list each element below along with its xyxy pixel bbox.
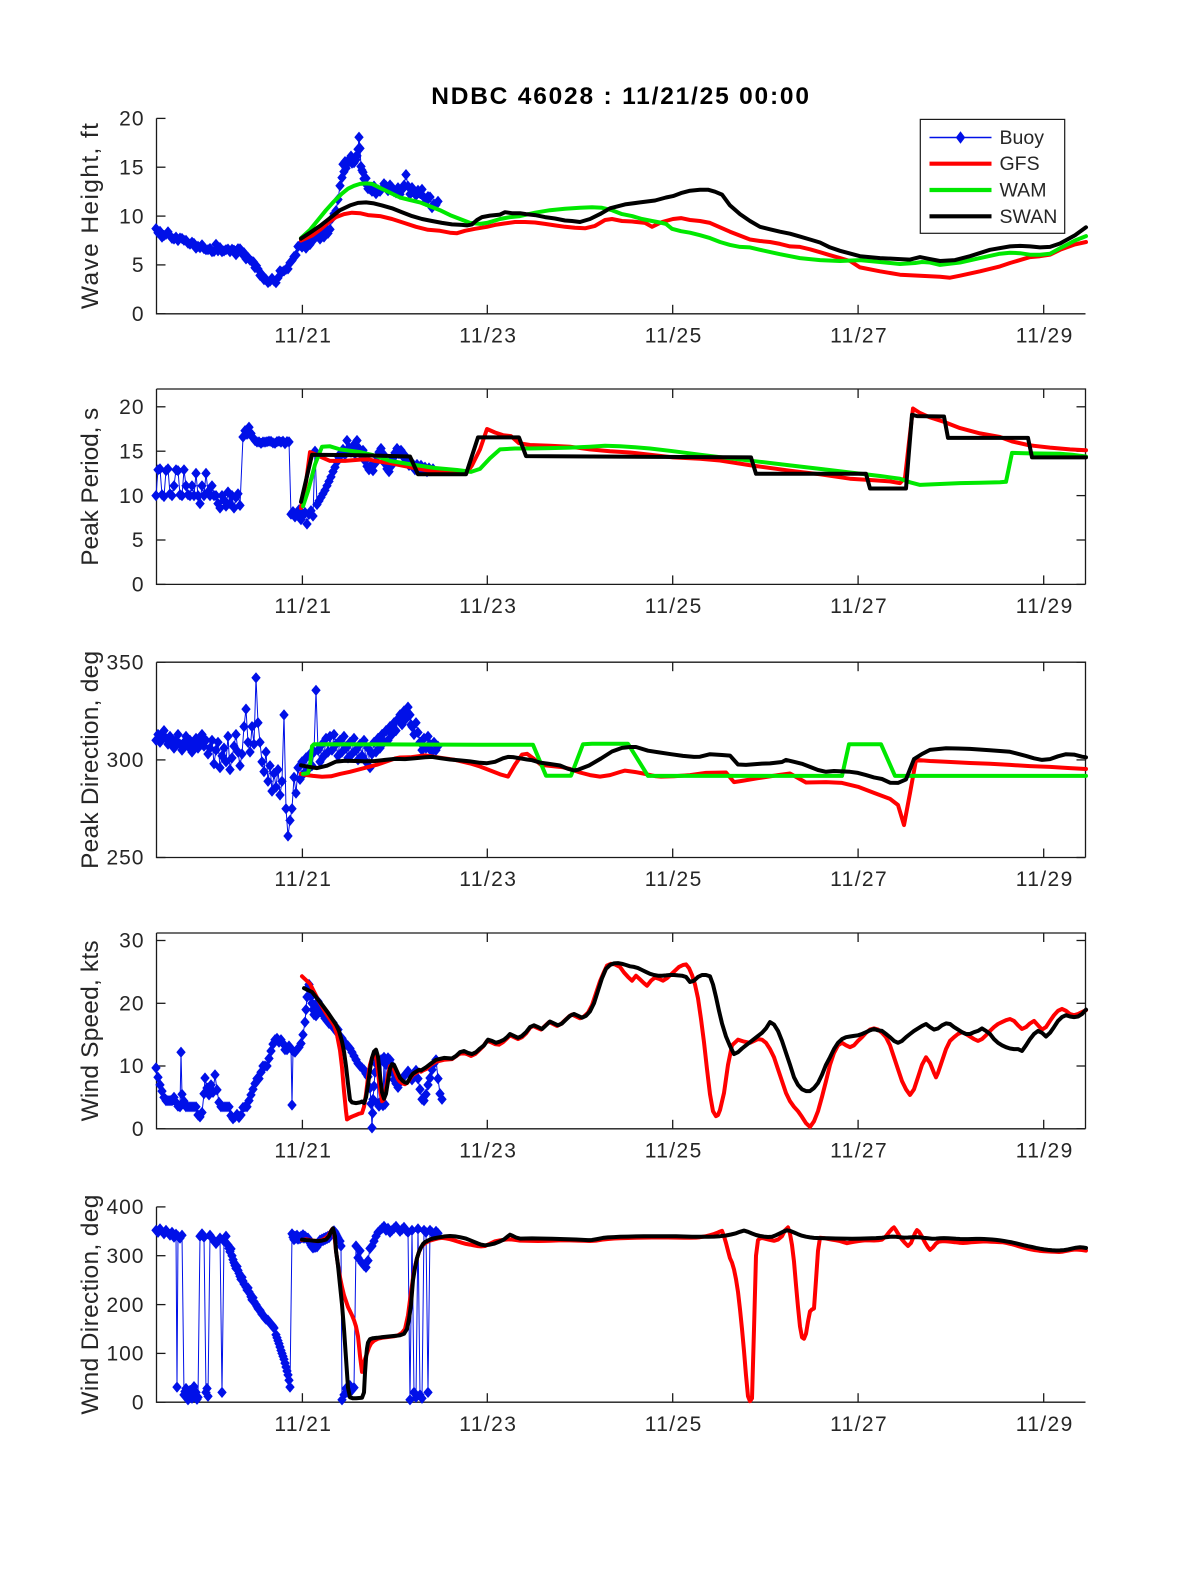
svg-text:11/27: 11/27	[830, 595, 888, 618]
svg-text:300: 300	[106, 749, 144, 772]
svg-text:0: 0	[132, 574, 145, 597]
svg-text:11/29: 11/29	[1016, 1139, 1074, 1162]
svg-text:11/27: 11/27	[830, 1413, 888, 1436]
svg-text:400: 400	[106, 1196, 144, 1219]
svg-text:11/29: 11/29	[1016, 1413, 1074, 1436]
svg-text:100: 100	[106, 1343, 144, 1366]
svg-text:15: 15	[119, 156, 144, 179]
svg-text:10: 10	[119, 485, 144, 508]
svg-text:11/23: 11/23	[459, 1139, 517, 1162]
svg-text:11/23: 11/23	[459, 1413, 517, 1436]
svg-text:11/25: 11/25	[645, 324, 703, 347]
svg-text:11/23: 11/23	[459, 868, 517, 891]
svg-text:20: 20	[119, 396, 144, 419]
svg-text:WAM: WAM	[1000, 180, 1047, 202]
svg-text:200: 200	[106, 1294, 144, 1317]
svg-text:10: 10	[119, 1055, 144, 1078]
svg-text:11/21: 11/21	[274, 1413, 332, 1436]
svg-text:11/21: 11/21	[274, 1139, 332, 1162]
svg-text:11/21: 11/21	[274, 595, 332, 618]
svg-text:0: 0	[132, 1118, 145, 1141]
svg-text:SWAN: SWAN	[1000, 206, 1058, 228]
svg-text:250: 250	[106, 847, 144, 870]
svg-text:Wind Speed, kts: Wind Speed, kts	[77, 940, 104, 1121]
svg-text:11/27: 11/27	[830, 324, 888, 347]
svg-text:11/25: 11/25	[645, 595, 703, 618]
svg-text:11/25: 11/25	[645, 1139, 703, 1162]
svg-text:0: 0	[132, 303, 145, 326]
svg-text:350: 350	[106, 651, 144, 674]
svg-text:15: 15	[119, 440, 144, 463]
svg-text:NDBC 46028 : 11/21/25 00:00: NDBC 46028 : 11/21/25 00:00	[431, 83, 811, 110]
svg-text:11/21: 11/21	[274, 324, 332, 347]
svg-text:11/29: 11/29	[1016, 324, 1074, 347]
svg-text:300: 300	[106, 1245, 144, 1268]
svg-text:Peak Direction, deg: Peak Direction, deg	[77, 651, 104, 869]
svg-text:Buoy: Buoy	[1000, 127, 1045, 149]
svg-text:11/27: 11/27	[830, 868, 888, 891]
svg-text:11/25: 11/25	[645, 1413, 703, 1436]
svg-text:Peak Period, s: Peak Period, s	[77, 408, 104, 566]
svg-text:10: 10	[119, 205, 144, 228]
svg-text:11/27: 11/27	[830, 1139, 888, 1162]
svg-text:11/23: 11/23	[459, 595, 517, 618]
svg-text:GFS: GFS	[1000, 153, 1040, 175]
svg-text:30: 30	[119, 930, 144, 953]
svg-text:Wave Height, ft: Wave Height, ft	[77, 123, 104, 309]
svg-text:11/21: 11/21	[274, 868, 332, 891]
svg-text:0: 0	[132, 1391, 145, 1414]
svg-text:Wind Direction, deg: Wind Direction, deg	[77, 1195, 104, 1415]
svg-text:20: 20	[119, 108, 144, 131]
svg-text:11/29: 11/29	[1016, 868, 1074, 891]
svg-text:11/23: 11/23	[459, 324, 517, 347]
svg-text:5: 5	[132, 254, 145, 277]
svg-text:5: 5	[132, 529, 145, 552]
svg-text:11/29: 11/29	[1016, 595, 1074, 618]
svg-text:11/25: 11/25	[645, 868, 703, 891]
svg-text:20: 20	[119, 993, 144, 1016]
